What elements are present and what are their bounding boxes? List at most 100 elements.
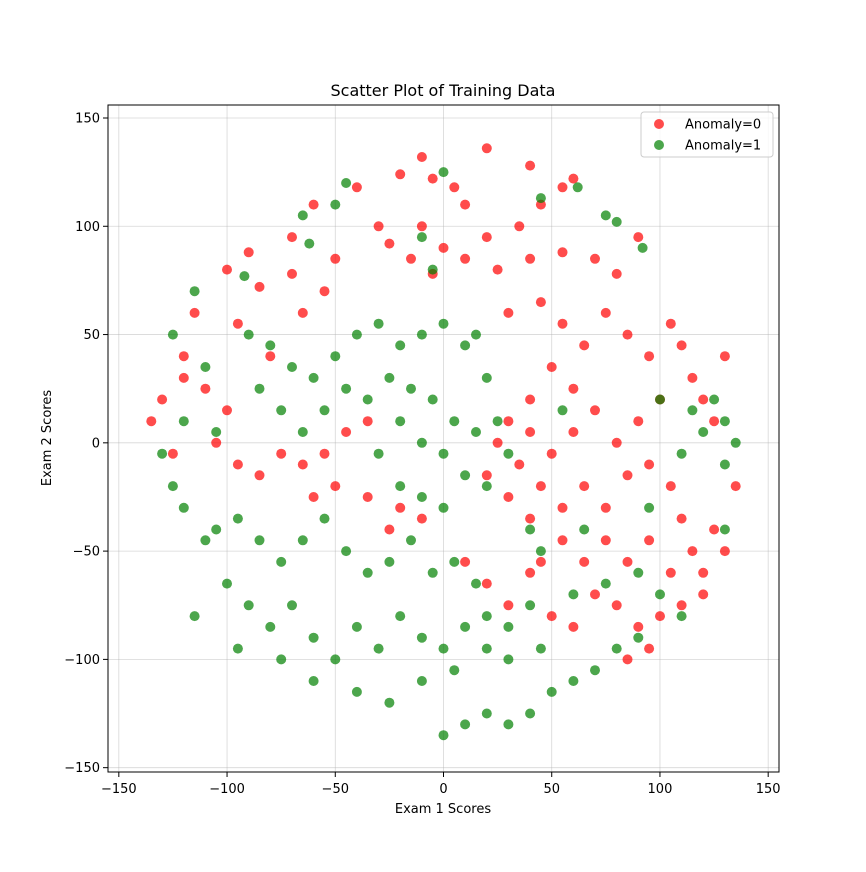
scatter-point [492, 264, 503, 275]
scatter-point [460, 470, 471, 481]
scatter-point [535, 643, 546, 654]
scatter-point [341, 546, 352, 557]
scatter-point [254, 281, 265, 292]
scatter-point [611, 216, 622, 227]
scatter-point [319, 405, 330, 416]
scatter-point [178, 416, 189, 427]
x-tick-label: −150 [101, 782, 137, 797]
scatter-point [525, 567, 536, 578]
scatter-point [557, 502, 568, 513]
scatter-point [243, 247, 254, 258]
scatter-point [568, 589, 579, 600]
legend-marker-anomaly-0 [654, 119, 664, 129]
scatter-point [189, 286, 200, 297]
scatter-point [590, 589, 600, 600]
scatter-point [297, 307, 308, 318]
scatter-point [211, 524, 222, 535]
x-tick-label: 100 [648, 782, 673, 797]
scatter-point [395, 340, 406, 351]
scatter-point [481, 578, 492, 589]
scatter-point [535, 556, 546, 567]
scatter-point [644, 643, 655, 654]
scatter-point [525, 160, 536, 171]
scatter-point [265, 351, 276, 362]
scatter-point [178, 351, 189, 362]
scatter-point [384, 697, 395, 708]
legend: Anomaly=0 Anomaly=1 [640, 111, 774, 158]
scatter-point [471, 329, 481, 340]
scatter-point [416, 232, 427, 243]
scatter-point [492, 416, 503, 427]
scatter-point [416, 221, 427, 232]
scatter-point [297, 427, 308, 437]
scatter-point [341, 178, 352, 188]
scatter-point [395, 169, 406, 180]
scatter-point [579, 340, 590, 351]
y-tick-label: −100 [64, 653, 100, 668]
scatter-point [535, 546, 546, 557]
scatter-point [178, 372, 189, 383]
scatter-point [438, 448, 449, 459]
scatter-point [276, 556, 287, 567]
scatter-point [709, 524, 720, 535]
scatter-point [579, 556, 590, 567]
scatter-point [471, 578, 481, 589]
scatter-point [687, 372, 698, 383]
data-points [146, 143, 741, 741]
scatter-point [416, 676, 427, 686]
scatter-point [611, 600, 622, 611]
scatter-point [546, 362, 557, 372]
x-tick-label: 0 [439, 782, 447, 797]
scatter-point [373, 221, 384, 232]
scatter-point [427, 567, 438, 578]
scatter-point [460, 253, 471, 264]
scatter-point [709, 394, 720, 405]
scatter-point [384, 556, 395, 567]
scatter-point [222, 405, 232, 416]
y-tick-label: 0 [92, 436, 100, 451]
scatter-point [308, 632, 319, 643]
scatter-point [590, 253, 600, 264]
scatter-point [351, 182, 362, 193]
scatter-point [416, 513, 427, 524]
scatter-point [698, 567, 709, 578]
scatter-point [503, 600, 514, 611]
scatter-point [438, 318, 449, 329]
scatter-point [503, 492, 514, 502]
scatter-point [341, 383, 352, 394]
scatter-point [308, 676, 319, 686]
scatter-point [600, 578, 611, 589]
scatter-point [308, 372, 319, 383]
scatter-point [319, 513, 330, 524]
scatter-point [232, 513, 243, 524]
scatter-point [572, 182, 583, 193]
scatter-point [514, 221, 525, 232]
series-anomaly-1 [157, 167, 741, 741]
scatter-point [633, 632, 644, 643]
scatter-point [698, 589, 709, 600]
scatter-point [254, 535, 265, 546]
scatter-point [178, 502, 189, 513]
scatter-point [492, 437, 503, 448]
scatter-point [384, 524, 395, 535]
scatter-point [157, 448, 168, 459]
scatter-point [362, 567, 373, 578]
scatter-point [438, 502, 449, 513]
scatter-point [157, 394, 168, 405]
scatter-point [395, 502, 406, 513]
scatter-point [167, 481, 178, 492]
scatter-point [611, 643, 622, 654]
scatter-point [460, 556, 471, 567]
scatter-point [254, 383, 265, 394]
scatter-point [276, 405, 287, 416]
scatter-point [676, 611, 687, 622]
scatter-point [297, 459, 308, 470]
scatter-point [568, 427, 579, 437]
scatter-point [460, 719, 471, 730]
scatter-point [297, 210, 308, 221]
scatter-point [730, 481, 741, 492]
scatter-point [665, 567, 676, 578]
y-axis-ticks: −150 −100 −50 0 50 100 150 [64, 111, 108, 776]
scatter-point [319, 448, 330, 459]
